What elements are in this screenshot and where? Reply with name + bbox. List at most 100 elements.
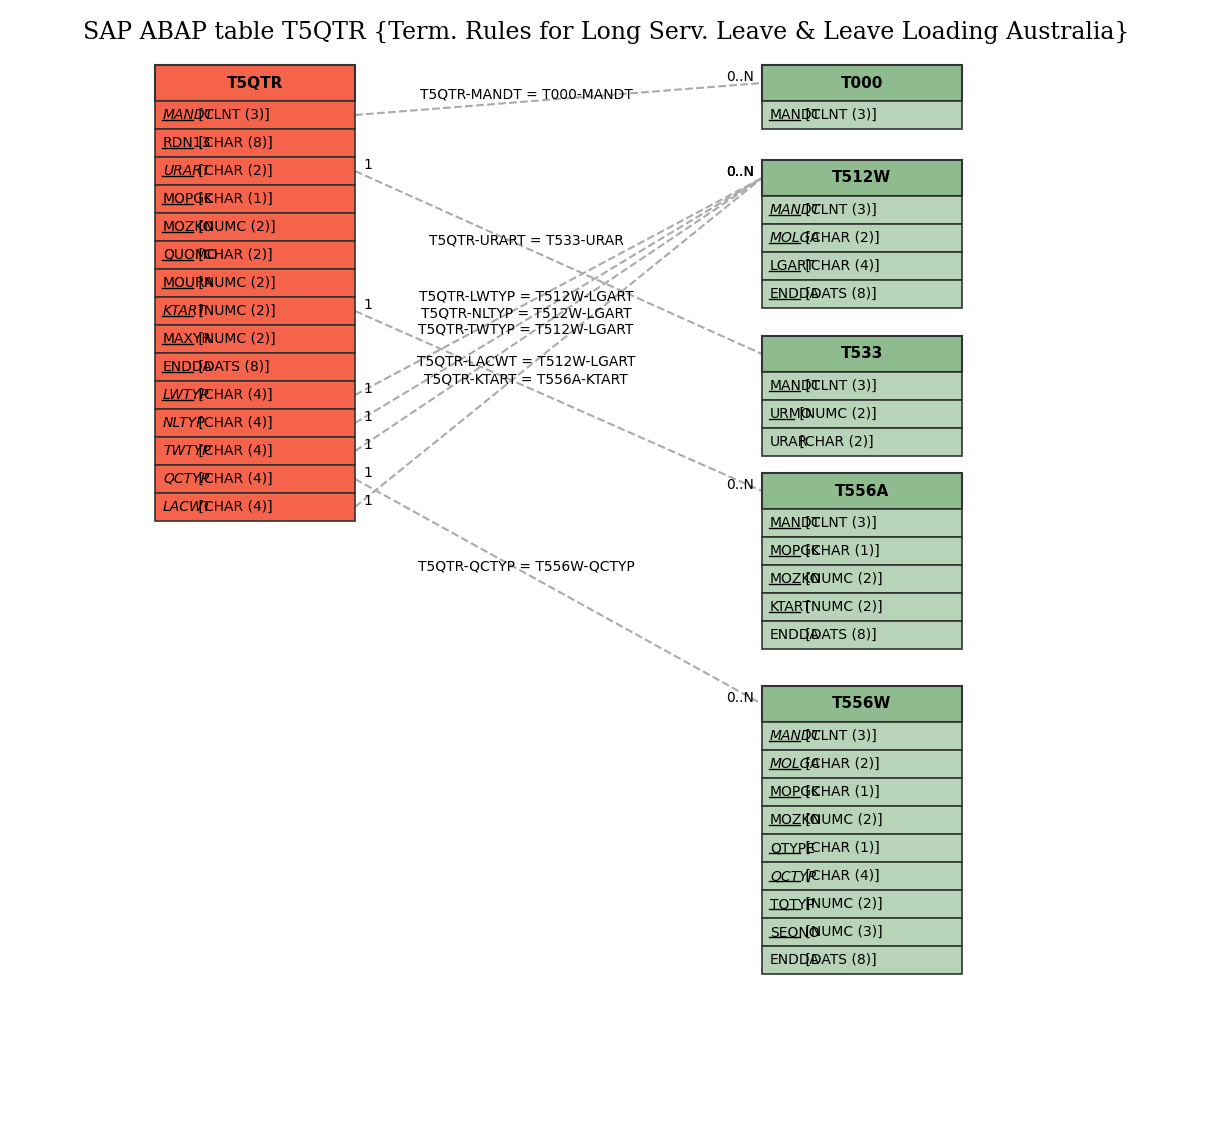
Bar <box>762 280 962 308</box>
Text: LGART [CHAR (4)]: LGART [CHAR (4)] <box>770 259 894 274</box>
Text: MOPGK [CHAR (1)]: MOPGK [CHAR (1)] <box>770 785 900 799</box>
Text: [CHAR (4)]: [CHAR (4)] <box>194 388 273 402</box>
Text: MOLGA [CHAR (2)]: MOLGA [CHAR (2)] <box>770 757 900 771</box>
Bar <box>155 213 355 241</box>
Text: ENDDA [DATS (8)]: ENDDA [DATS (8)] <box>770 953 895 967</box>
Bar <box>155 381 355 409</box>
Text: TWTYP [CHAR (4)]: TWTYP [CHAR (4)] <box>163 444 289 458</box>
Text: ENDDA: ENDDA <box>163 360 212 374</box>
Text: LWTYP: LWTYP <box>163 388 210 402</box>
Text: QTYPE [CHAR (1)]: QTYPE [CHAR (1)] <box>770 841 894 855</box>
Text: MOPGK: MOPGK <box>163 192 213 206</box>
Text: MOPGK: MOPGK <box>770 785 821 799</box>
Text: NLTYP [CHAR (4)]: NLTYP [CHAR (4)] <box>163 416 283 430</box>
Text: T5QTR-NLTYP = T512W-LGART: T5QTR-NLTYP = T512W-LGART <box>421 306 631 321</box>
Text: URAR [CHAR (2)]: URAR [CHAR (2)] <box>770 435 887 450</box>
Text: ENDDA: ENDDA <box>770 628 820 642</box>
Text: 1: 1 <box>363 466 372 480</box>
Text: MOZKO: MOZKO <box>163 220 215 234</box>
Text: ENDDA: ENDDA <box>770 287 820 302</box>
Text: [CHAR (4)]: [CHAR (4)] <box>801 259 879 274</box>
Text: NLTYP: NLTYP <box>163 416 205 430</box>
Text: ENDDA [DATS (8)]: ENDDA [DATS (8)] <box>770 287 895 302</box>
Text: URMO: URMO <box>770 407 813 421</box>
Text: [CHAR (4)]: [CHAR (4)] <box>194 472 273 487</box>
Text: SAP ABAP table T5QTR {Term. Rules for Long Serv. Leave & Leave Loading Australia: SAP ABAP table T5QTR {Term. Rules for Lo… <box>84 20 1129 44</box>
Text: MANDT: MANDT <box>770 108 821 122</box>
Text: MOZKO: MOZKO <box>770 572 821 586</box>
Text: [CHAR (2)]: [CHAR (2)] <box>795 435 873 450</box>
Text: 1: 1 <box>363 158 372 172</box>
Text: [NUMC (2)]: [NUMC (2)] <box>801 600 883 614</box>
Text: [CHAR (4)]: [CHAR (4)] <box>194 416 273 430</box>
Bar <box>762 473 962 509</box>
Text: T000: T000 <box>841 75 883 91</box>
Text: 1: 1 <box>363 410 372 424</box>
Text: MAXYR: MAXYR <box>163 332 212 346</box>
Text: [CHAR (2)]: [CHAR (2)] <box>194 248 273 262</box>
Text: MOZKO [NUMC (2)]: MOZKO [NUMC (2)] <box>163 220 296 234</box>
Text: SEQNO: SEQNO <box>770 925 820 939</box>
Text: MANDT [CLNT (3)]: MANDT [CLNT (3)] <box>770 379 896 393</box>
Text: MANDT [CLNT (3)]: MANDT [CLNT (3)] <box>770 729 896 743</box>
Bar <box>762 862 962 890</box>
Text: ENDDA [DATS (8)]: ENDDA [DATS (8)] <box>163 360 289 374</box>
Text: RDN13 [CHAR (8)]: RDN13 [CHAR (8)] <box>163 136 290 150</box>
Bar <box>762 65 962 101</box>
Bar <box>762 509 962 537</box>
Text: MOZKO [NUMC (2)]: MOZKO [NUMC (2)] <box>770 813 904 827</box>
Text: 0..N: 0..N <box>727 165 754 179</box>
Bar <box>762 593 962 621</box>
Bar <box>155 297 355 325</box>
Bar <box>762 196 962 224</box>
Bar <box>155 241 355 269</box>
Text: T5QTR: T5QTR <box>227 75 283 91</box>
Text: T556A: T556A <box>835 483 889 499</box>
Text: T5QTR-LACWT = T512W-LGART: T5QTR-LACWT = T512W-LGART <box>417 355 636 369</box>
Text: T5QTR-URART = T533-URAR: T5QTR-URART = T533-URAR <box>428 234 623 248</box>
Text: 0..N: 0..N <box>727 691 754 705</box>
Bar <box>155 129 355 157</box>
Bar <box>762 686 962 722</box>
Text: ENDDA: ENDDA <box>770 953 820 967</box>
Text: T5QTR-QCTYP = T556W-QCTYP: T5QTR-QCTYP = T556W-QCTYP <box>417 559 634 574</box>
Bar <box>762 336 962 372</box>
Bar <box>155 437 355 465</box>
Text: [DATS (8)]: [DATS (8)] <box>194 360 269 374</box>
Bar <box>155 353 355 381</box>
Bar <box>155 65 355 101</box>
Text: 1: 1 <box>363 438 372 452</box>
Text: MANDT [CLNT (3)]: MANDT [CLNT (3)] <box>770 516 896 530</box>
Text: MOURA [NUMC (2)]: MOURA [NUMC (2)] <box>163 276 296 290</box>
Bar <box>762 372 962 400</box>
Text: LACWT [CHAR (4)]: LACWT [CHAR (4)] <box>163 500 291 515</box>
Text: MANDT: MANDT <box>770 203 821 217</box>
Text: MOLGA: MOLGA <box>770 231 821 245</box>
Text: MANDT [CLNT (3)]: MANDT [CLNT (3)] <box>163 108 290 122</box>
Bar <box>155 101 355 129</box>
Bar <box>762 537 962 565</box>
Text: URMO [NUMC (2)]: URMO [NUMC (2)] <box>770 407 894 421</box>
Bar <box>762 252 962 280</box>
Text: T533: T533 <box>841 346 883 361</box>
Bar <box>155 325 355 353</box>
Text: [CLNT (3)]: [CLNT (3)] <box>194 108 269 122</box>
Text: [CLNT (3)]: [CLNT (3)] <box>801 203 877 217</box>
Text: [NUMC (2)]: [NUMC (2)] <box>801 572 883 586</box>
Text: MANDT: MANDT <box>770 516 821 530</box>
Text: [CLNT (3)]: [CLNT (3)] <box>801 108 877 122</box>
Text: T5QTR-LWTYP = T512W-LGART: T5QTR-LWTYP = T512W-LGART <box>418 290 633 304</box>
Text: [CHAR (1)]: [CHAR (1)] <box>801 544 879 558</box>
Text: MAXYR [NUMC (2)]: MAXYR [NUMC (2)] <box>163 332 294 346</box>
Bar <box>762 160 962 196</box>
Text: LGART: LGART <box>770 259 815 274</box>
Text: [NUMC (3)]: [NUMC (3)] <box>801 925 883 939</box>
Text: [CLNT (3)]: [CLNT (3)] <box>801 729 877 743</box>
Text: MOPGK: MOPGK <box>770 544 821 558</box>
Text: 0..N: 0..N <box>727 165 754 179</box>
Text: MOZKO [NUMC (2)]: MOZKO [NUMC (2)] <box>770 572 904 586</box>
Text: [CLNT (3)]: [CLNT (3)] <box>801 516 877 530</box>
Text: [NUMC (2)]: [NUMC (2)] <box>801 897 883 911</box>
Text: [DATS (8)]: [DATS (8)] <box>801 287 877 302</box>
Text: [NUMC (2)]: [NUMC (2)] <box>795 407 877 421</box>
